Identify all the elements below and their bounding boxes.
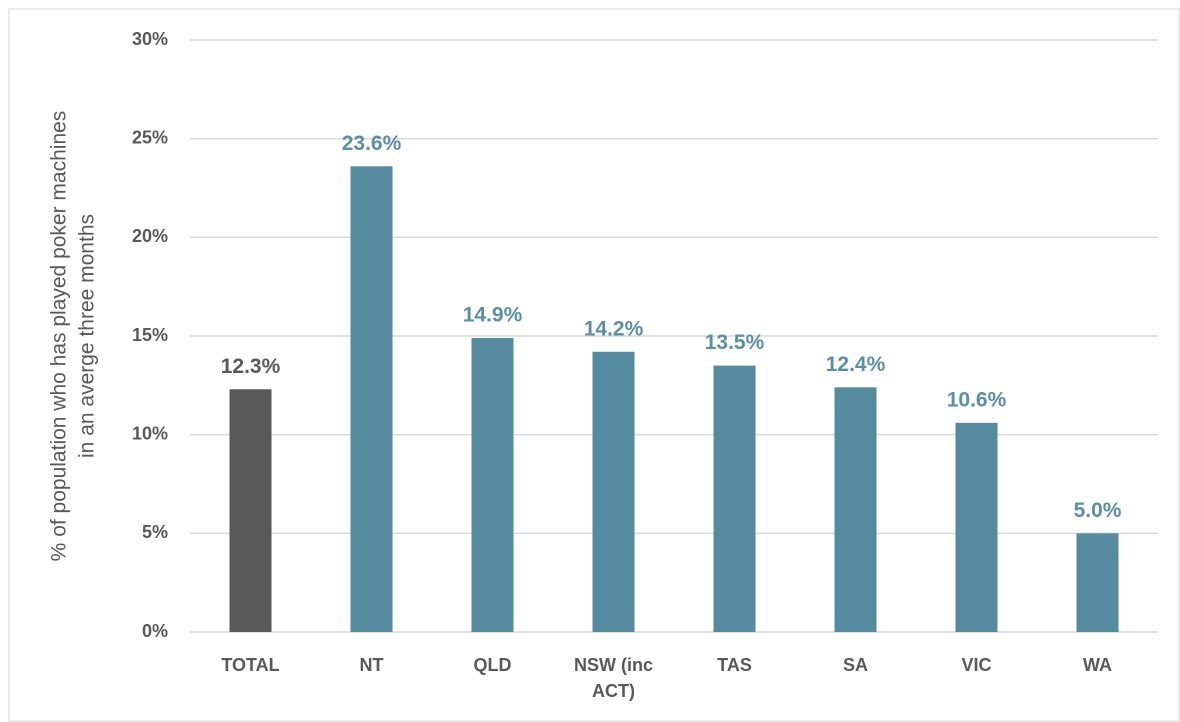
y-axis-label: in an averge three months (76, 214, 99, 458)
y-tick-label: 5% (142, 522, 168, 542)
bar (471, 337, 514, 632)
data-label: 23.6% (342, 132, 402, 155)
bar (350, 166, 393, 632)
x-tick-label: VIC (961, 655, 992, 675)
x-tick-label: TAS (717, 655, 752, 675)
data-label: 10.6% (947, 388, 1007, 411)
data-label: 14.2% (584, 317, 644, 340)
y-tick-label: 0% (142, 621, 168, 641)
x-tick-label: WA (1083, 655, 1112, 675)
x-tick-label: TOTAL (221, 655, 280, 675)
data-label: 5.0% (1074, 499, 1122, 522)
y-tick-label: 20% (132, 226, 168, 246)
y-tick-label: 10% (132, 423, 168, 443)
data-label: 12.3% (221, 355, 281, 378)
bar (713, 365, 756, 632)
frame (8, 8, 1180, 722)
data-label: 14.9% (463, 304, 523, 327)
bar (955, 422, 998, 632)
bar (1076, 533, 1119, 632)
data-label: 12.4% (826, 353, 886, 376)
x-tick-label: NT (359, 655, 384, 675)
bar (229, 389, 272, 632)
x-tick-label: NSW (inc ACT) (574, 655, 653, 701)
y-axis-label: % of population who has played poker mac… (48, 111, 71, 562)
y-tick-label: 15% (132, 325, 168, 345)
x-tick-label: QLD (473, 655, 512, 675)
bar (834, 387, 877, 632)
bar (592, 351, 635, 632)
x-tick-label: SA (842, 655, 868, 675)
y-tick-label: 25% (132, 127, 168, 147)
data-label: 13.5% (705, 331, 765, 354)
y-tick-label: 30% (132, 29, 168, 49)
